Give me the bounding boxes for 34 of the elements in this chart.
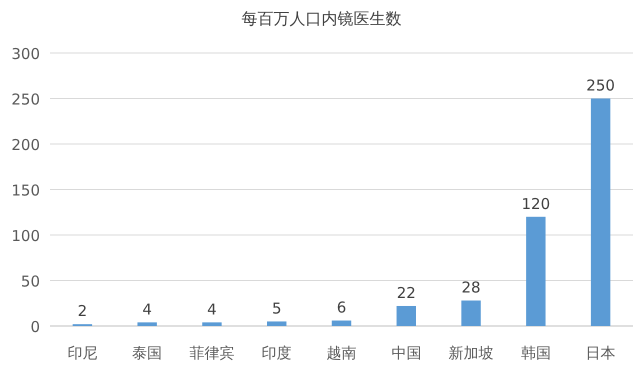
x-tick-label: 印度 <box>262 344 292 362</box>
data-label: 28 <box>462 278 481 297</box>
bar <box>202 322 222 326</box>
x-tick-label: 韩国 <box>520 344 551 362</box>
bar <box>461 300 481 326</box>
data-label: 4 <box>142 300 152 318</box>
x-tick-label: 菲律宾 <box>189 344 234 362</box>
y-tick-label: 150 <box>11 182 40 200</box>
data-label: 4 <box>207 300 217 318</box>
data-label: 22 <box>396 284 416 302</box>
y-tick-label: 250 <box>11 90 40 108</box>
x-tick-label: 中国 <box>391 344 422 362</box>
bar <box>526 216 546 326</box>
chart-title: 每百万人口内镜医生数 <box>242 9 402 28</box>
x-tick-label: 泰国 <box>132 344 162 362</box>
bar <box>590 98 610 326</box>
x-tick-label: 越南 <box>326 344 356 362</box>
x-tick-label: 新加坡 <box>448 344 494 362</box>
y-tick-label: 200 <box>11 136 40 154</box>
data-label: 250 <box>586 76 615 94</box>
data-label: 5 <box>272 299 282 318</box>
data-label: 6 <box>336 298 346 317</box>
bar <box>267 321 286 326</box>
data-label: 120 <box>522 194 550 213</box>
y-tick-label: 0 <box>30 318 40 336</box>
bar <box>137 322 157 326</box>
y-tick-label: 300 <box>11 45 40 63</box>
x-tick-label: 印尼 <box>67 344 98 362</box>
y-tick-label: 100 <box>11 227 40 245</box>
y-tick-label: 50 <box>20 272 40 290</box>
bar <box>396 306 416 326</box>
bar <box>332 320 352 326</box>
data-label: 2 <box>78 302 88 320</box>
x-tick-label: 日本 <box>586 344 616 362</box>
